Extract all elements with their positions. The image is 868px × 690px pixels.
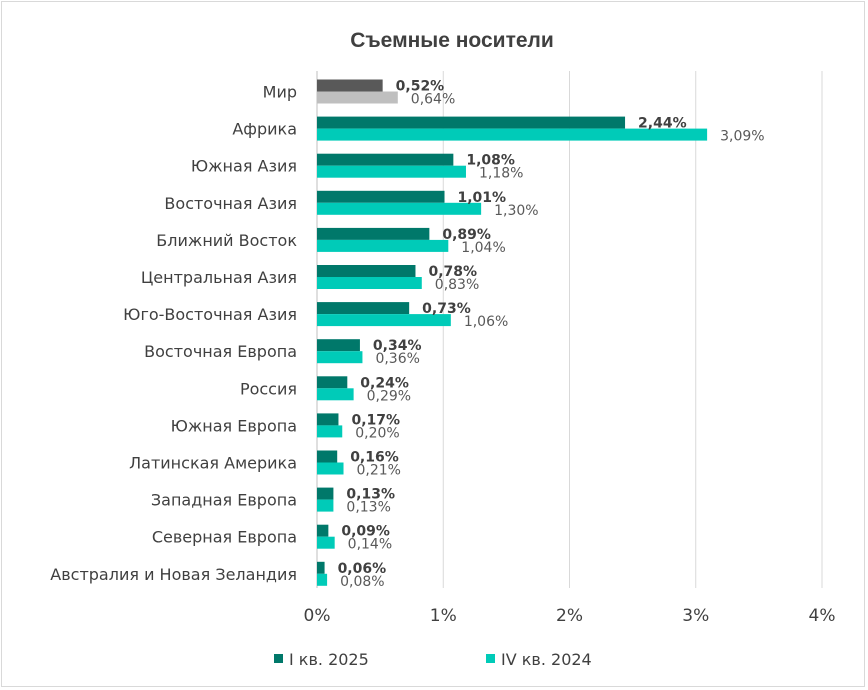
bar: [317, 91, 398, 104]
category-label: Южная Европа: [171, 416, 297, 435]
bar: [317, 351, 363, 364]
data-label: 0,13%: [346, 487, 395, 503]
category-label: Северная Европа: [152, 528, 297, 547]
category-label: Центральная Азия: [141, 268, 297, 287]
category-label: Африка: [232, 120, 297, 139]
bar: [317, 116, 626, 129]
x-axis-ticks: 0% 1% 2% 3% 4%: [304, 606, 836, 626]
bar: [317, 227, 430, 240]
data-label: 0,13%: [346, 500, 390, 516]
bar: [317, 239, 449, 252]
data-label: 0,36%: [375, 351, 419, 367]
category-label: Латинская Америка: [129, 454, 297, 473]
category-label: Россия: [240, 379, 297, 398]
data-label: 2,44%: [638, 116, 687, 132]
data-label: 1,06%: [464, 314, 508, 330]
bar: [317, 314, 451, 327]
data-label: 0,89%: [442, 227, 491, 243]
bar: [317, 388, 354, 401]
category-label: Юго-Восточная Азия: [123, 305, 297, 324]
x-tick-label: 2%: [556, 606, 583, 626]
bar: [317, 265, 416, 277]
category-label: Южная Азия: [191, 157, 297, 176]
gridlines: [316, 71, 823, 588]
x-tick-label: 1%: [430, 606, 457, 626]
data-label: 1,18%: [479, 166, 523, 182]
category-label: Западная Европа: [151, 491, 297, 510]
bar: [317, 202, 482, 215]
x-tick-label: 4%: [809, 606, 836, 626]
x-tick-label: 3%: [682, 606, 709, 626]
bar: [317, 536, 335, 549]
legend-swatch-q4-2024: [486, 654, 495, 663]
bar: [317, 153, 454, 166]
bar: [317, 462, 344, 475]
legend: I кв. 2025 IV кв. 2024: [274, 650, 592, 669]
data-label: 0,52%: [396, 79, 445, 95]
bar: [317, 524, 329, 537]
bar: [317, 487, 334, 500]
data-label: 1,30%: [494, 203, 538, 219]
bar: [317, 190, 445, 203]
bar: [317, 573, 328, 586]
bar: [317, 425, 343, 438]
bar: [317, 165, 466, 178]
bar: [317, 79, 383, 92]
data-label: 0,34%: [373, 338, 422, 354]
data-label: 0,83%: [435, 277, 479, 293]
bars: [317, 79, 708, 586]
data-label: 1,08%: [466, 153, 515, 169]
legend-label-q1-2025: I кв. 2025: [289, 650, 369, 669]
category-label: Мир: [263, 83, 297, 102]
legend-label-q4-2024: IV кв. 2024: [501, 650, 592, 669]
data-label: 0,06%: [338, 561, 387, 577]
bar: [317, 376, 348, 389]
data-label: 0,73%: [422, 301, 471, 317]
data-label: 0,29%: [367, 388, 411, 404]
data-label: 0,16%: [350, 450, 399, 466]
bar: [317, 302, 410, 315]
data-label: 0,21%: [357, 463, 401, 479]
bar: [317, 277, 422, 289]
bar: [317, 561, 325, 574]
data-label: 0,64%: [411, 92, 455, 108]
data-label: 0,08%: [340, 574, 384, 590]
data-label: 0,14%: [348, 537, 392, 553]
bar: [317, 128, 708, 141]
category-labels: Мир Африка Южная Азия Восточная Азия Ближний…: [50, 83, 297, 584]
data-label: 0,17%: [351, 412, 400, 428]
data-label: 3,09%: [720, 129, 764, 145]
data-label: 1,01%: [458, 190, 507, 206]
bar: [317, 339, 360, 352]
chart-title: Съемные носители: [350, 29, 554, 52]
category-label: Австралия и Новая Зеландия: [50, 565, 297, 584]
data-label: 0,09%: [341, 524, 390, 540]
legend-swatch-q1-2025: [274, 654, 283, 663]
data-label: 0,24%: [360, 375, 409, 391]
data-label: 1,04%: [461, 240, 505, 256]
category-label: Восточная Европа: [144, 342, 297, 361]
bar: [317, 413, 339, 426]
data-label: 0,20%: [355, 425, 399, 441]
category-label: Восточная Азия: [164, 194, 297, 213]
bar: [317, 450, 338, 463]
bar: [317, 499, 334, 512]
data-label: 0,78%: [428, 264, 477, 280]
x-tick-label: 0%: [304, 606, 331, 626]
category-label: Ближний Восток: [156, 231, 297, 250]
data-labels: 0,52%0,64% 2,44% 3,09% 1,08%1,18% 1,01%1,30%…: [338, 79, 765, 590]
